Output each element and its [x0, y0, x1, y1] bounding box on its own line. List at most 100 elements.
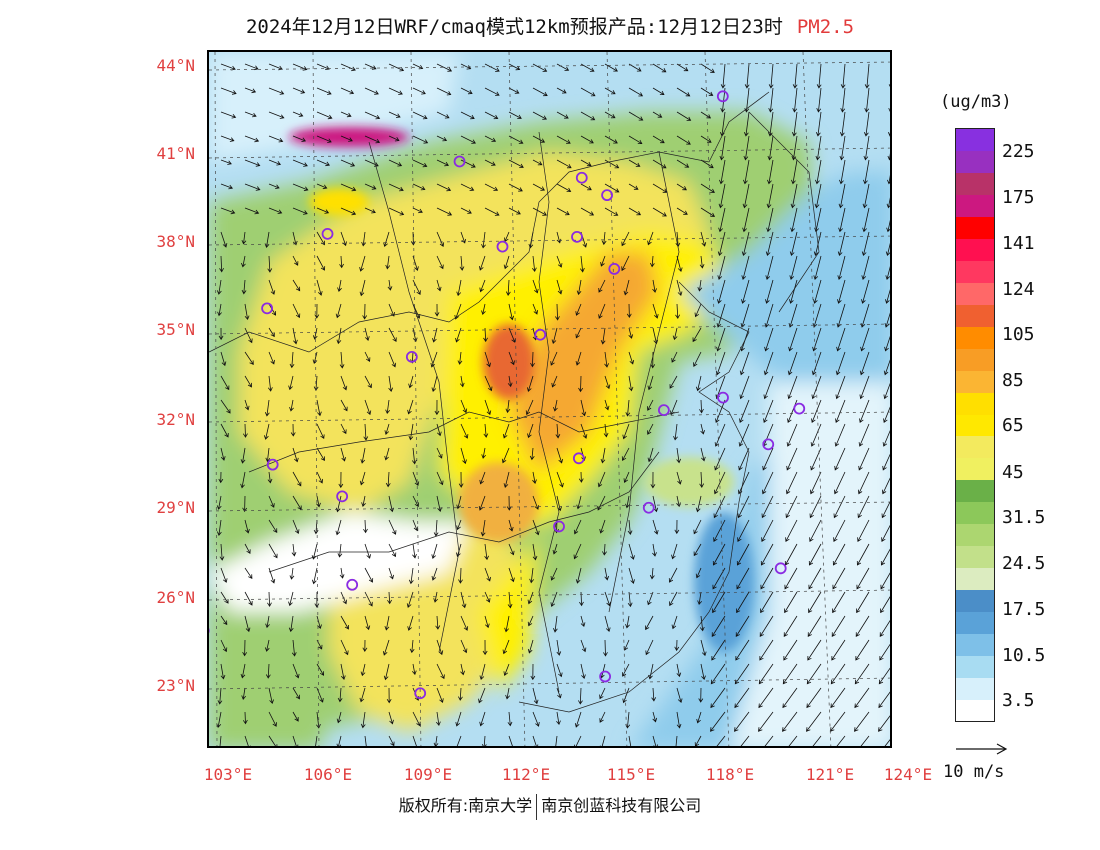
wind-arrow	[364, 327, 370, 341]
wind-arrow	[506, 495, 512, 511]
wind-arrow	[359, 471, 366, 486]
wind-arrow	[668, 567, 678, 583]
wind-arrow	[311, 543, 318, 560]
wind-arrow	[628, 543, 635, 560]
wind-arrow	[836, 303, 846, 328]
wind-arrow	[241, 231, 247, 245]
wind-arrow	[884, 312, 890, 328]
wind-arrow	[760, 567, 774, 590]
wind-arrow	[219, 255, 224, 273]
wind-arrow	[412, 183, 426, 191]
wind-arrow	[220, 159, 232, 165]
wind-arrow	[532, 183, 545, 191]
wind-arrow	[836, 327, 846, 352]
wind-arrow	[220, 447, 226, 461]
wind-arrow	[460, 423, 469, 439]
wind-arrow	[340, 447, 346, 462]
wind-arrow	[244, 399, 250, 411]
wind-arrow	[460, 135, 477, 144]
wind-arrow	[240, 471, 246, 489]
wind-arrow	[364, 591, 373, 607]
wind-arrow	[480, 519, 486, 537]
wind-arrow	[762, 447, 774, 471]
wind-arrow	[502, 423, 510, 439]
wind-arrow	[364, 135, 381, 144]
wind-arrow	[408, 567, 414, 585]
wind-arrow	[832, 567, 846, 590]
wind-arrow	[700, 135, 712, 143]
wind-arrow	[832, 591, 846, 614]
wind-arrow	[786, 447, 798, 471]
wind-arrow	[604, 375, 611, 390]
wind-arrow	[700, 111, 712, 119]
wind-arrow	[699, 255, 705, 269]
wind-arrow	[628, 159, 641, 167]
wind-arrow	[652, 711, 658, 723]
wind-arrow	[460, 663, 465, 676]
wind-arrow	[412, 87, 426, 95]
lon-label-112: 112°E	[501, 765, 551, 784]
wind-arrow	[432, 327, 438, 343]
wind-arrow	[363, 519, 368, 534]
wind-arrow	[809, 519, 822, 542]
wind-arrow	[436, 687, 444, 704]
city-marker	[336, 490, 349, 503]
wind-arrow	[713, 519, 726, 542]
city-marker	[762, 438, 775, 451]
copyright-right: 南京创蓝科技有限公司	[541, 796, 702, 815]
wind-arrow	[412, 543, 417, 559]
colorbar-box	[956, 348, 994, 371]
colorbar-label-141: 141	[1002, 233, 1035, 254]
lon-label-109: 109°E	[403, 765, 453, 784]
colorbar-box	[956, 655, 994, 678]
wind-arrow	[456, 519, 462, 531]
wind-arrow	[411, 447, 417, 465]
wind-arrow	[436, 159, 450, 167]
wind-arrow	[240, 663, 246, 679]
wind-arrow	[478, 495, 486, 511]
wind-arrow	[578, 687, 583, 705]
wind-arrow	[693, 543, 702, 557]
lon-label-103: 103°E	[203, 765, 253, 784]
wind-arrow	[460, 399, 468, 414]
wind-arrow	[316, 255, 326, 271]
wind-arrow	[340, 87, 355, 95]
wind-arrow	[460, 615, 469, 631]
wind-arrow	[600, 255, 606, 267]
wind-arrow	[711, 615, 726, 637]
wind-arrow	[575, 567, 582, 584]
wind-arrow	[220, 375, 230, 391]
wind-arrow	[364, 207, 376, 214]
wind-arrow	[741, 255, 750, 280]
wind-arrow	[364, 399, 372, 416]
wind-arrow	[712, 591, 726, 614]
wind-arrow	[859, 399, 870, 424]
wind-arrow	[700, 423, 705, 435]
wind-arrow	[388, 63, 405, 72]
wind-arrow	[292, 63, 308, 71]
wind-arrow	[863, 111, 870, 137]
wind-arrow	[460, 447, 467, 465]
wind-arrow	[244, 543, 251, 554]
wind-arrow	[603, 639, 608, 657]
wind-arrow	[264, 639, 270, 652]
wind-arrow	[676, 711, 682, 729]
wind-arrow	[527, 639, 534, 654]
wind-arrow	[460, 183, 475, 191]
wind-arrow	[697, 279, 703, 292]
wind-arrow	[833, 495, 846, 519]
wind-arrow	[503, 255, 510, 270]
wind-arrow	[792, 63, 798, 89]
wind-arrow	[312, 327, 318, 340]
city-marker	[346, 578, 359, 591]
wind-arrow	[436, 279, 442, 292]
wind-arrow	[735, 639, 750, 661]
wind-arrow	[292, 111, 304, 117]
wind-arrow	[337, 687, 343, 703]
wind-arrow	[810, 471, 822, 495]
wind-arrow	[834, 423, 846, 447]
wind-arrow	[669, 591, 678, 607]
wind-arrow	[316, 183, 328, 190]
wind-arrow	[692, 327, 702, 343]
wind-arrow	[675, 303, 681, 319]
